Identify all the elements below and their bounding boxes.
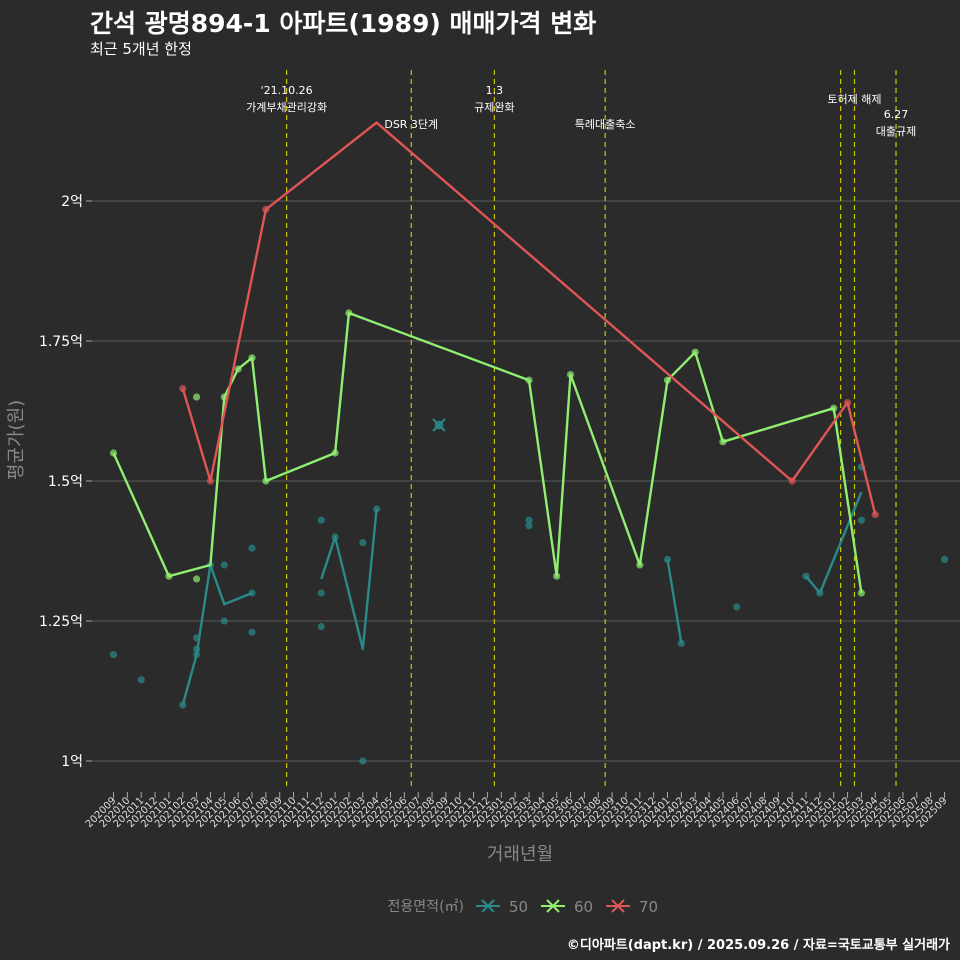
legend: 전용면적(㎡) 50 60 70 bbox=[388, 898, 659, 916]
x-axis-title: 거래년월 bbox=[487, 844, 553, 865]
data-point bbox=[193, 393, 201, 401]
series-line bbox=[805, 491, 863, 595]
event-label: 규제완화 bbox=[474, 101, 514, 114]
event-label: 토허제 해제 bbox=[827, 92, 881, 106]
series-layer bbox=[109, 121, 949, 765]
y-tick-label: 1.5억 bbox=[48, 474, 83, 490]
data-point bbox=[940, 555, 949, 564]
event-label: 6.27 bbox=[884, 108, 909, 121]
data-point bbox=[373, 505, 381, 513]
event-label: DSR 3단계 bbox=[384, 118, 438, 131]
data-point bbox=[220, 561, 228, 569]
series-line bbox=[320, 508, 378, 651]
series-60 bbox=[109, 309, 866, 597]
series-line bbox=[181, 563, 253, 706]
chart-subtitle: 최근 5개년 한정 bbox=[90, 40, 192, 58]
legend-label-60: 60 bbox=[574, 898, 593, 916]
series-70 bbox=[179, 121, 879, 519]
cross-marker bbox=[432, 418, 446, 432]
source-credit: ©디아파트(dapt.kr) / 2025.09.26 / 자료=국토교통부 실… bbox=[566, 938, 950, 953]
data-point bbox=[857, 516, 866, 524]
data-point bbox=[137, 676, 145, 684]
data-point bbox=[525, 516, 533, 524]
y-tick-label: 1억 bbox=[61, 754, 83, 770]
legend-swatch-cross bbox=[546, 899, 560, 913]
data-point bbox=[109, 651, 118, 659]
legend-swatch-cross bbox=[611, 899, 625, 913]
event-label: 가계부채관리강화 bbox=[246, 101, 327, 114]
grid-layer bbox=[92, 200, 960, 762]
event-label: '21.10.26 bbox=[261, 84, 313, 97]
legend-label-50: 50 bbox=[509, 898, 528, 916]
axis-layer: 1억1.25억1.5억1.75억2억2020092020102020112020… bbox=[6, 194, 950, 865]
data-point bbox=[248, 628, 256, 636]
legend-swatch-cross bbox=[481, 899, 495, 913]
event-label: 1.3 bbox=[486, 84, 504, 97]
data-point bbox=[317, 516, 325, 524]
event-label: 특례대출축소 bbox=[575, 118, 636, 131]
data-point bbox=[317, 623, 325, 631]
data-point bbox=[193, 575, 201, 583]
data-point bbox=[359, 539, 367, 547]
series-line bbox=[181, 121, 877, 515]
y-tick-label: 2억 bbox=[61, 194, 83, 210]
chart-title: 간석 광명894-1 아파트(1989) 매매가격 변화 bbox=[90, 9, 597, 38]
y-axis-title: 평균가(원) bbox=[6, 400, 27, 480]
y-tick-label: 1.25억 bbox=[39, 614, 83, 630]
data-point bbox=[317, 589, 325, 597]
data-point bbox=[179, 701, 187, 709]
data-point bbox=[220, 617, 228, 625]
data-point bbox=[359, 757, 367, 765]
series-50 bbox=[109, 418, 949, 765]
legend-title: 전용면적(㎡) bbox=[388, 899, 464, 915]
series-line bbox=[666, 559, 683, 644]
series-line bbox=[112, 311, 863, 594]
data-point bbox=[248, 544, 256, 552]
y-tick-label: 1.75억 bbox=[39, 334, 83, 350]
event-label: 대출규제 bbox=[876, 125, 916, 138]
legend-label-70: 70 bbox=[639, 898, 658, 916]
data-point bbox=[733, 603, 741, 611]
data-point bbox=[525, 522, 533, 530]
